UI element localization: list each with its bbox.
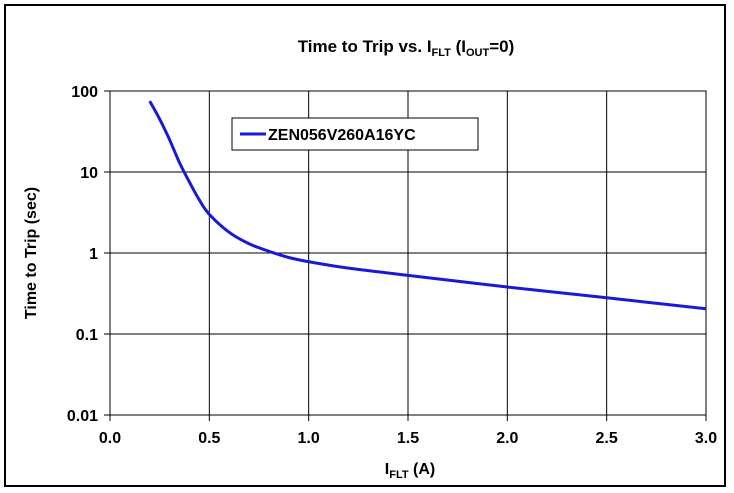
x-tick-label: 0.5: [198, 430, 220, 447]
chart-frame: 0.0 0.5 1.0 1.5 2.0 2.5 3.0 100 10 1 0.1 0.01 Time …: [4, 4, 726, 487]
x-tick-label: 2.5: [596, 430, 618, 447]
x-tick-label: 3.0: [695, 430, 717, 447]
y-tick-label: 10: [80, 165, 98, 182]
tick-labels: 0.0 0.5 1.0 1.5 2.0 2.5 3.0 100 10 1 0.1 0.01: [67, 84, 717, 447]
y-tick-label: 0.01: [67, 408, 98, 425]
x-tick-label: 1.5: [397, 430, 419, 447]
title-sub-flt: FLT: [432, 47, 452, 59]
legend-label: ZEN056V260A16YC: [268, 127, 416, 144]
title-sub-out: OUT: [466, 47, 490, 59]
y-axis-label: Time to Trip (sec): [23, 187, 40, 319]
y-tick-label: 0.1: [76, 327, 98, 344]
xlabel-sub: FLT: [389, 469, 409, 481]
title-suffix: =0): [489, 37, 514, 56]
title-mid: (I: [451, 37, 466, 56]
y-tick-label: 1: [89, 246, 98, 263]
chart-title: Time to Trip vs. IFLT (IOUT=0): [298, 37, 515, 59]
series-line: [148, 100, 707, 311]
series-layer: [148, 100, 707, 311]
y-tick-label: 100: [71, 84, 98, 101]
legend: ZEN056V260A16YC: [231, 117, 479, 151]
x-tick-label: 2.0: [496, 430, 518, 447]
x-tick-label: 1.0: [298, 430, 320, 447]
legend-box: [231, 117, 479, 151]
x-axis-label: IFLT (A): [385, 461, 435, 481]
grid-lines: [104, 90, 707, 421]
xlabel-main: I: [385, 461, 389, 478]
chart-canvas: 0.0 0.5 1.0 1.5 2.0 2.5 3.0 100 10 1 0.1 0.01 Time …: [23, 37, 717, 481]
x-tick-label: 0.0: [99, 430, 121, 447]
xlabel-suffix: (A): [409, 461, 436, 478]
title-prefix: Time to Trip vs. I: [298, 37, 432, 56]
